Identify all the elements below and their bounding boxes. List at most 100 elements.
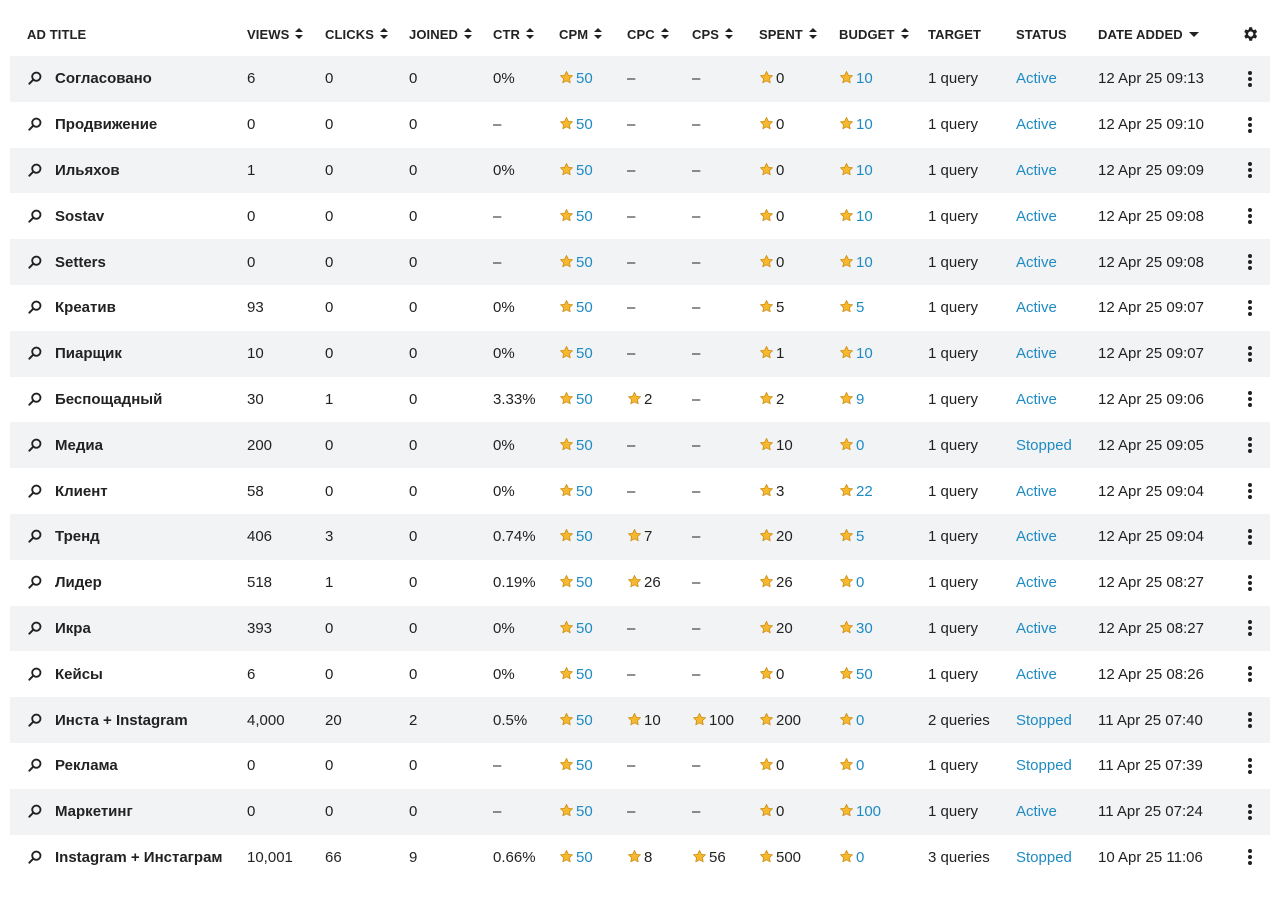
kebab-menu-icon[interactable]: [1240, 803, 1260, 820]
status-link[interactable]: Active: [1016, 619, 1057, 637]
sort-icon[interactable]: [900, 27, 909, 40]
column-header-cpm[interactable]: CPM: [559, 12, 627, 56]
ad-title[interactable]: Пиарщик: [55, 345, 122, 363]
sort-icon[interactable]: [464, 27, 473, 40]
column-header-joined[interactable]: JOINED: [409, 12, 493, 56]
sort-icon[interactable]: [594, 27, 603, 40]
cell-cpm[interactable]: 50: [559, 605, 627, 652]
kebab-menu-icon[interactable]: [1240, 574, 1260, 591]
budget-value[interactable]: 5: [856, 528, 865, 546]
cpm-value[interactable]: 50: [576, 161, 593, 179]
cell-title[interactable]: Пиарщик: [10, 330, 247, 377]
cell-title[interactable]: Беспощадный: [10, 377, 247, 423]
cell-budget[interactable]: 5: [839, 285, 928, 331]
table-row[interactable]: Икра 393 0 0 0% 50 – – 20 30 1 query Active 12 Apr 2…: [10, 605, 1270, 652]
budget-value[interactable]: 0: [856, 574, 865, 592]
ad-title[interactable]: Тренд: [55, 528, 100, 546]
cpm-value[interactable]: 50: [576, 436, 593, 454]
table-row[interactable]: Instagram + Инстаграм 10,001 66 9 0.66% 50 8 56…: [10, 835, 1270, 881]
ad-title[interactable]: Setters: [55, 253, 106, 271]
cell-status[interactable]: Active: [1016, 651, 1098, 697]
cell-cpm[interactable]: 50: [559, 743, 627, 789]
cell-budget[interactable]: 22: [839, 468, 928, 514]
table-row[interactable]: Клиент 58 0 0 0% 50 – – 3 22 1 query Active 12 Apr 2…: [10, 468, 1270, 514]
cell-title[interactable]: Медиа: [10, 422, 247, 469]
sort-descending-icon[interactable]: [1188, 31, 1199, 37]
cell-budget[interactable]: 0: [839, 697, 928, 743]
cell-status[interactable]: Stopped: [1016, 835, 1098, 881]
cpm-value[interactable]: 50: [576, 116, 593, 134]
cpm-value[interactable]: 50: [576, 390, 593, 408]
cell-cpm[interactable]: 50: [559, 147, 627, 194]
table-row[interactable]: Sostav 0 0 0 – 50 – – 0 10 1 query Active 12 Apr 25 …: [10, 193, 1270, 239]
cell-budget[interactable]: 10: [839, 239, 928, 285]
cell-status[interactable]: Active: [1016, 56, 1098, 102]
cell-cpm[interactable]: 50: [559, 422, 627, 469]
budget-value[interactable]: 22: [856, 482, 873, 500]
budget-value[interactable]: 0: [856, 711, 865, 729]
cell-cpm[interactable]: 50: [559, 285, 627, 331]
cell-title[interactable]: Тренд: [10, 513, 247, 560]
cpm-value[interactable]: 50: [576, 711, 593, 729]
column-header-spent[interactable]: SPENT: [759, 12, 839, 56]
cell-status[interactable]: Stopped: [1016, 743, 1098, 789]
status-link[interactable]: Active: [1016, 528, 1057, 546]
ad-title[interactable]: Креатив: [55, 299, 116, 317]
cpm-value[interactable]: 50: [576, 757, 593, 775]
kebab-menu-icon[interactable]: [1240, 619, 1260, 637]
cell-cpm[interactable]: 50: [559, 193, 627, 239]
status-link[interactable]: Active: [1016, 345, 1057, 363]
status-link[interactable]: Stopped: [1016, 757, 1072, 775]
column-header-date[interactable]: DATE ADDED: [1098, 12, 1230, 56]
ad-title[interactable]: Клиент: [55, 482, 108, 500]
cell-status[interactable]: Active: [1016, 788, 1098, 835]
status-link[interactable]: Active: [1016, 161, 1057, 179]
table-row[interactable]: Согласовано 6 0 0 0% 50 – – 0 10 1 query Active 12 A…: [10, 56, 1270, 102]
status-link[interactable]: Stopped: [1016, 711, 1072, 729]
table-row[interactable]: Продвижение 0 0 0 – 50 – – 0 10 1 query Active 12 Ap…: [10, 102, 1270, 148]
budget-value[interactable]: 0: [856, 436, 865, 454]
table-row[interactable]: Тренд 406 3 0 0.74% 50 7 – 20 5 1 query Active 12 Ap…: [10, 513, 1270, 560]
kebab-menu-icon[interactable]: [1240, 757, 1260, 774]
column-header-budget[interactable]: BUDGET: [839, 12, 928, 56]
cell-title[interactable]: Маркетинг: [10, 788, 247, 835]
budget-value[interactable]: 10: [856, 116, 873, 134]
status-link[interactable]: Stopped: [1016, 848, 1072, 866]
kebab-menu-icon[interactable]: [1240, 436, 1260, 454]
status-link[interactable]: Active: [1016, 574, 1057, 592]
cell-cpm[interactable]: 50: [559, 377, 627, 423]
table-row[interactable]: Маркетинг 0 0 0 – 50 – – 0 100 1 query Active 11 Apr…: [10, 788, 1270, 835]
cell-status[interactable]: Active: [1016, 193, 1098, 239]
sort-icon[interactable]: [725, 27, 734, 40]
kebab-menu-icon[interactable]: [1240, 299, 1260, 316]
budget-value[interactable]: 10: [856, 345, 873, 363]
status-link[interactable]: Active: [1016, 70, 1057, 88]
status-link[interactable]: Active: [1016, 299, 1057, 317]
table-row[interactable]: Ильяхов 1 0 0 0% 50– –0 10 1 query Active 12 Apr 2…: [10, 147, 1270, 194]
cell-status[interactable]: Stopped: [1016, 422, 1098, 469]
cell-title[interactable]: Креатив: [10, 285, 247, 331]
ad-title[interactable]: Беспощадный: [55, 390, 163, 408]
cell-cpm[interactable]: 50: [559, 330, 627, 377]
budget-value[interactable]: 100: [856, 803, 882, 821]
budget-value[interactable]: 10: [856, 207, 873, 225]
cell-status[interactable]: Active: [1016, 513, 1098, 560]
gear-icon[interactable]: [1241, 25, 1259, 41]
ad-title[interactable]: Ильяхов: [55, 161, 120, 179]
ad-title[interactable]: Инста + Instagram: [55, 711, 188, 729]
status-link[interactable]: Active: [1016, 390, 1057, 408]
cell-status[interactable]: Active: [1016, 285, 1098, 331]
cell-cpm[interactable]: 50: [559, 239, 627, 285]
cell-status[interactable]: Active: [1016, 102, 1098, 148]
cpm-value[interactable]: 50: [576, 299, 593, 317]
status-link[interactable]: Active: [1016, 116, 1057, 134]
kebab-menu-icon[interactable]: [1240, 345, 1260, 362]
cell-title[interactable]: Инста + Instagram: [10, 697, 247, 743]
sort-icon[interactable]: [380, 27, 388, 40]
column-header-cpc[interactable]: CPC: [627, 12, 692, 56]
status-link[interactable]: Active: [1016, 482, 1057, 500]
cell-budget[interactable]: 5: [839, 513, 928, 560]
cell-budget[interactable]: 100: [839, 788, 928, 835]
ad-title[interactable]: Instagram + Инстаграм: [55, 848, 223, 866]
ad-title[interactable]: Продвижение: [55, 116, 158, 134]
